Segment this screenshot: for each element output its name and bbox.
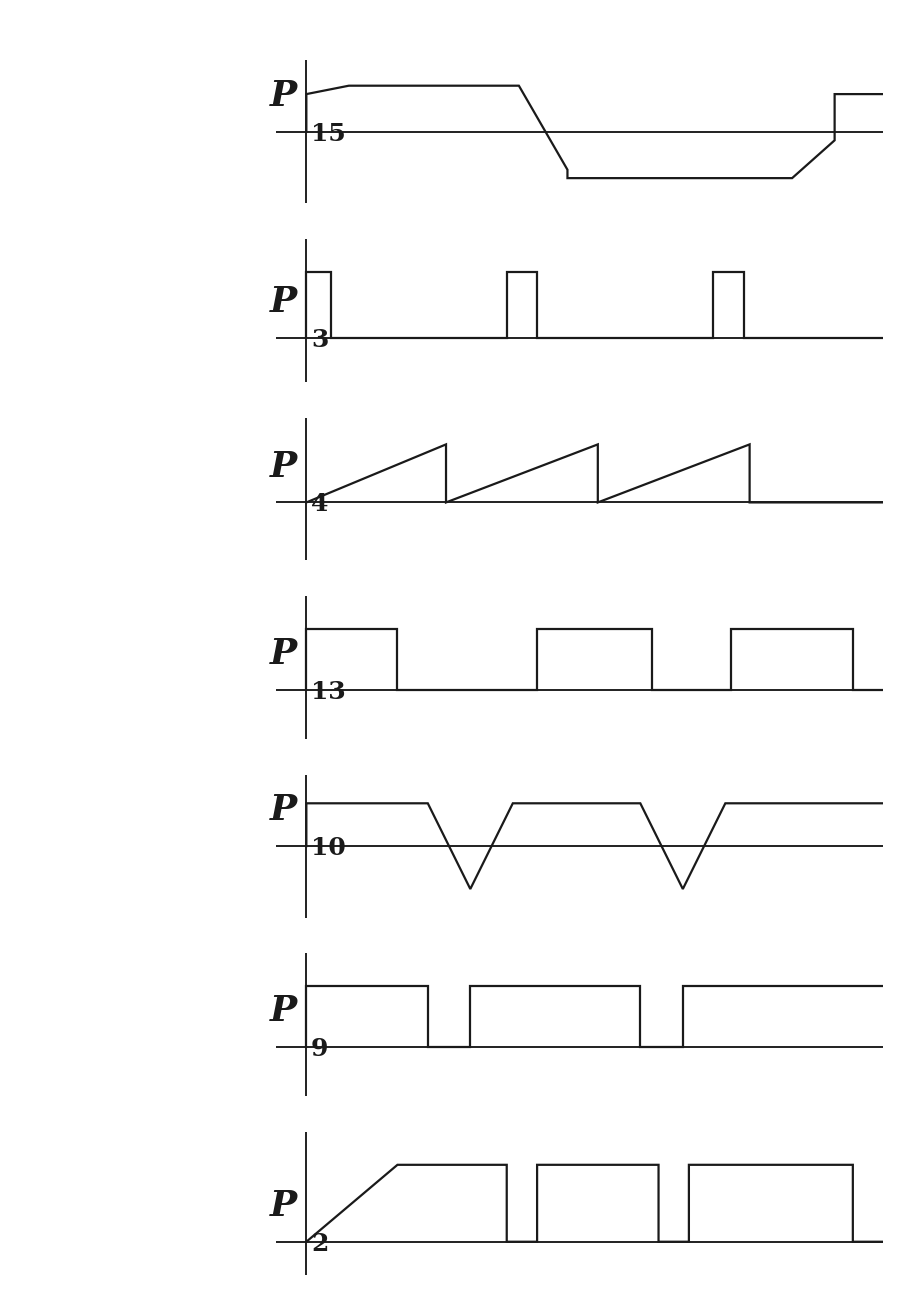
Text: P: P [270,79,297,113]
Text: P: P [270,1189,297,1223]
Text: 13: 13 [311,680,346,703]
Text: P: P [270,793,297,828]
Text: 9: 9 [311,1036,328,1061]
Text: P: P [270,449,297,484]
Text: P: P [270,637,297,671]
Text: 15: 15 [311,122,346,146]
Text: 4: 4 [311,492,328,517]
Text: 10: 10 [311,836,346,861]
Text: P: P [270,285,297,319]
Text: 2: 2 [311,1232,328,1255]
Text: P: P [270,993,297,1029]
Text: 3: 3 [311,328,328,352]
